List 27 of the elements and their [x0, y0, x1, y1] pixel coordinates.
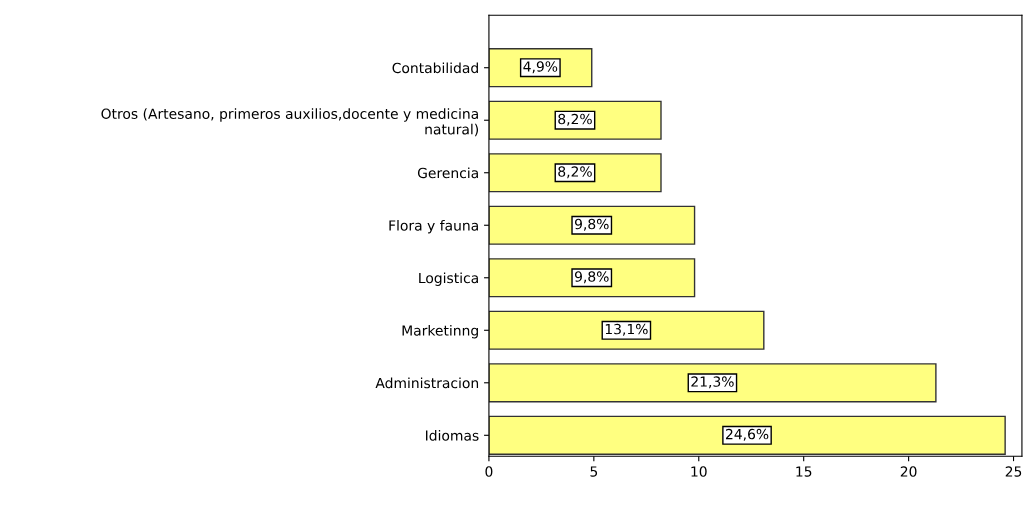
- y-tick-label: Otros (Artesano, primeros auxilios,docente y medicina natural): [101, 108, 479, 137]
- bar: [488, 415, 1006, 455]
- bar: [488, 205, 696, 245]
- data-label: 9,8%: [574, 218, 609, 231]
- data-label: 8,2%: [558, 166, 592, 179]
- bar: [488, 363, 937, 403]
- y-tick-label: Gerencia: [417, 167, 478, 179]
- data-label: 9,8%: [574, 271, 609, 284]
- x-tick-label: 20: [900, 466, 917, 477]
- data-label: 13,1%: [605, 323, 648, 336]
- y-tick-label: Marketinng: [402, 325, 478, 339]
- y-tick-label: Contabilidad: [392, 62, 478, 74]
- x-tick-label: 25: [1005, 466, 1022, 477]
- x-tick-label: 0: [485, 466, 493, 477]
- data-label: 4,9%: [523, 61, 558, 74]
- x-tick-label: 5: [590, 466, 598, 477]
- y-tick-label: Idiomas: [426, 430, 479, 441]
- y-tick-label: Administracion: [375, 377, 479, 389]
- y-tick-label: Logistica: [419, 272, 478, 286]
- y-tick-label: Flora y fauna: [389, 219, 478, 234]
- data-label: 24,6%: [725, 428, 769, 441]
- bar: [488, 310, 765, 350]
- x-tick-label: 15: [796, 466, 812, 477]
- x-tick-label: 10: [691, 466, 707, 477]
- data-label: 21,3%: [691, 376, 734, 389]
- data-label: 8,2%: [558, 113, 592, 126]
- bar: [488, 258, 696, 298]
